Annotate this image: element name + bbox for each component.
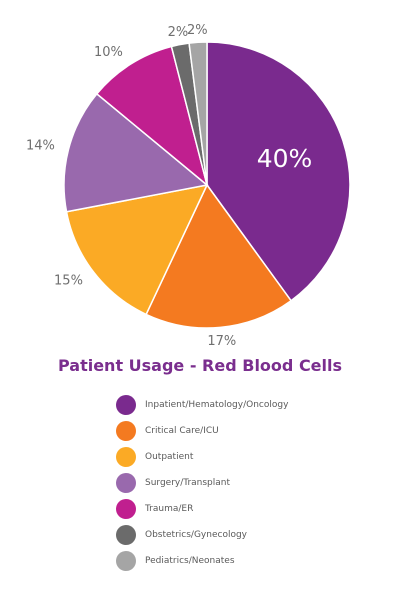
slice-label-6: 2% <box>168 25 189 40</box>
slice-label-7: 2% <box>187 23 208 38</box>
slice-label-1: 40% <box>257 144 313 173</box>
legend-item-2: Critical Care/ICU <box>116 418 288 444</box>
legend-item-1: Inpatient/Hematology/Oncology <box>116 392 288 418</box>
pie-slice-5 <box>95 45 209 188</box>
legend-item-4: Surgery/Transplant <box>116 470 288 496</box>
legend-swatch <box>116 421 136 441</box>
pie-slice-1 <box>206 41 351 302</box>
legend-swatch <box>116 551 136 571</box>
pie-slice-3 <box>65 183 209 316</box>
legend-swatch <box>116 499 136 519</box>
legend-item-7: Pediatrics/Neonates <box>116 548 288 574</box>
legend-label: Pediatrics/Neonates <box>145 556 235 566</box>
legend-item-6: Obstetrics/Gynecology <box>116 522 288 548</box>
pie-slice-7 <box>188 41 208 186</box>
slice-label-4: 14% <box>26 138 55 153</box>
legend-label: Surgery/Transplant <box>145 478 231 488</box>
legend-label: Obstetrics/Gynecology <box>145 530 247 540</box>
legend-label: Trauma/ER <box>145 504 194 514</box>
legend-label: Critical Care/ICU <box>145 426 219 436</box>
legend-swatch <box>116 525 136 545</box>
legend-swatch <box>116 447 136 467</box>
pie-slice-2 <box>145 183 293 329</box>
slice-label-2: 17% <box>207 334 236 349</box>
legend-item-5: Trauma/ER <box>116 496 288 522</box>
legend: Inpatient/Hematology/Oncology Critical Ca… <box>116 392 288 574</box>
legend-swatch <box>116 395 136 415</box>
legend-item-3: Outpatient <box>116 444 288 470</box>
pie-chart: 40% 17% 15% 14% 10% 2%2% <box>26 23 351 349</box>
slice-label-3: 15% <box>54 274 83 289</box>
legend-label: Inpatient/Hematology/Oncology <box>145 400 289 410</box>
pie-slice-4 <box>63 92 209 213</box>
legend-label: Outpatient <box>145 452 194 462</box>
slice-label-5: 10% <box>94 45 123 60</box>
chart-title: Patient Usage - Red Blood Cells <box>57 356 343 375</box>
legend-swatch <box>116 473 136 493</box>
